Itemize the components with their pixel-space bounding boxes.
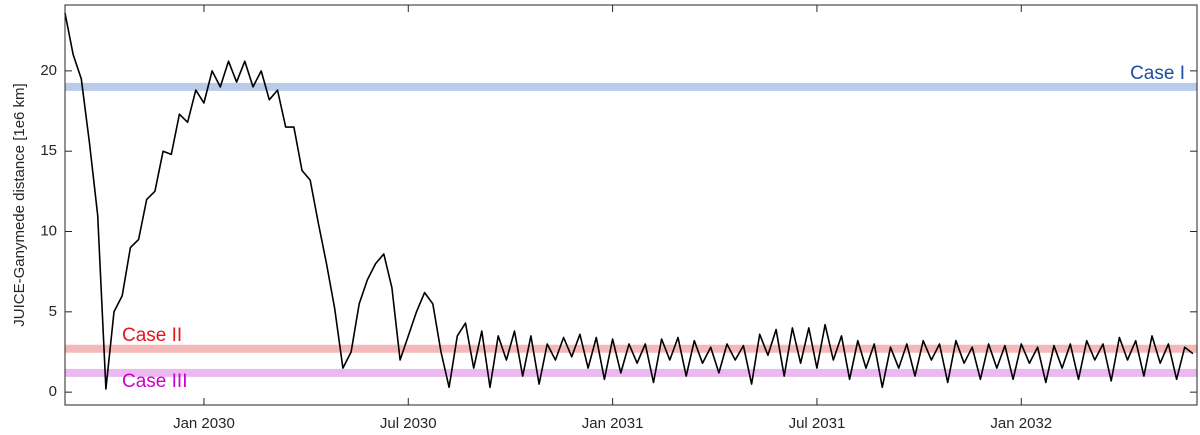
x-tick-label: Jan 2031: [582, 415, 644, 432]
y-tick-label: 5: [49, 303, 57, 320]
plot-frame: [64, 4, 1198, 406]
reference-label: Case I: [1130, 63, 1185, 84]
reference-label: Case II: [122, 325, 182, 346]
reference-label: Case III: [122, 371, 187, 392]
y-tick-label: 10: [40, 222, 57, 239]
y-tick-label: 20: [40, 62, 57, 79]
data-line: [64, 12, 1194, 390]
x-tick-label: Jan 2030: [173, 415, 235, 432]
x-tick-label: Jul 2030: [380, 415, 437, 432]
y-axis-label: JUICE-Ganymede distance [1e6 km]: [11, 83, 28, 326]
x-tick-label: Jul 2031: [789, 415, 846, 432]
y-tick-label: 0: [49, 383, 57, 400]
y-tick-label: 15: [40, 142, 57, 159]
x-tick-label: Jan 2032: [990, 415, 1052, 432]
